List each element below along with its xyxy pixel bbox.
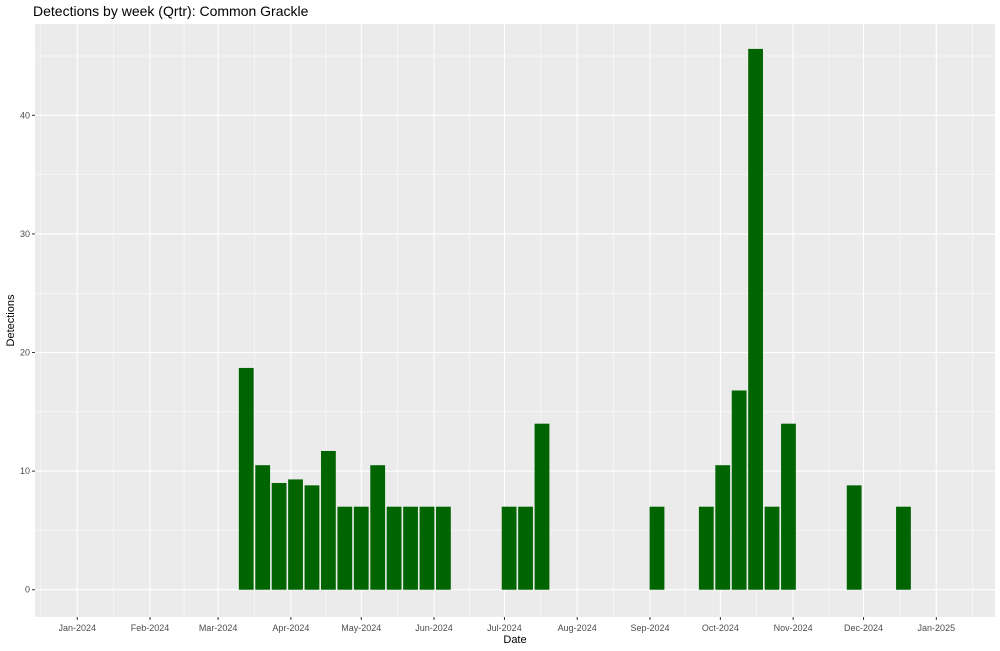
bar xyxy=(436,506,451,590)
bar xyxy=(304,485,320,590)
y-tick-label: 30 xyxy=(20,229,30,239)
x-tick-label: Jan-2024 xyxy=(58,623,96,633)
y-tick-label: 10 xyxy=(20,466,30,476)
bar xyxy=(781,423,796,590)
y-tick-label: 20 xyxy=(20,348,30,358)
bar xyxy=(518,506,533,590)
x-tick-label: Feb-2024 xyxy=(131,623,170,633)
bar xyxy=(386,506,402,590)
bar xyxy=(271,482,287,590)
bar xyxy=(403,506,418,590)
y-axis: 0 10 20 30 40 xyxy=(20,110,35,595)
x-axis-title: Date xyxy=(503,634,526,646)
bar xyxy=(534,423,550,590)
bar xyxy=(238,367,254,590)
bar xyxy=(649,506,665,590)
bar xyxy=(698,506,714,590)
bar xyxy=(896,506,911,590)
bar xyxy=(715,465,731,590)
bar xyxy=(370,465,386,590)
bar xyxy=(321,450,336,590)
y-axis-title: Detections xyxy=(5,294,17,346)
x-tick-label: Mar-2024 xyxy=(199,623,238,633)
bar xyxy=(255,465,271,590)
y-tick-label: 40 xyxy=(20,110,30,120)
x-tick-label: Jan-2025 xyxy=(918,623,956,633)
bars xyxy=(238,48,911,590)
x-tick-label: Apr-2024 xyxy=(272,623,309,633)
chart-title: Detections by week (Qrtr): Common Grackl… xyxy=(33,3,309,19)
bar xyxy=(337,506,353,590)
x-tick-label: Sep-2024 xyxy=(630,623,669,633)
bar xyxy=(731,390,747,590)
x-tick-label: Dec-2024 xyxy=(844,623,883,633)
x-tick-label: May-2024 xyxy=(341,623,381,633)
bar xyxy=(353,506,369,590)
x-tick-label: Nov-2024 xyxy=(774,623,813,633)
bar xyxy=(419,506,435,590)
x-tick-label: Aug-2024 xyxy=(558,623,597,633)
y-tick-label: 0 xyxy=(25,585,30,595)
bar xyxy=(288,479,303,590)
x-axis: Jan-2024 Feb-2024 Mar-2024 Apr-2024 May-2024… xyxy=(58,617,955,633)
bar xyxy=(748,48,763,590)
x-tick-label: Jun-2024 xyxy=(415,623,453,633)
x-tick-label: Jul-2024 xyxy=(487,623,522,633)
bar xyxy=(764,506,780,590)
x-tick-label: Oct-2024 xyxy=(702,623,739,633)
bar xyxy=(846,485,862,590)
bar xyxy=(501,506,517,590)
